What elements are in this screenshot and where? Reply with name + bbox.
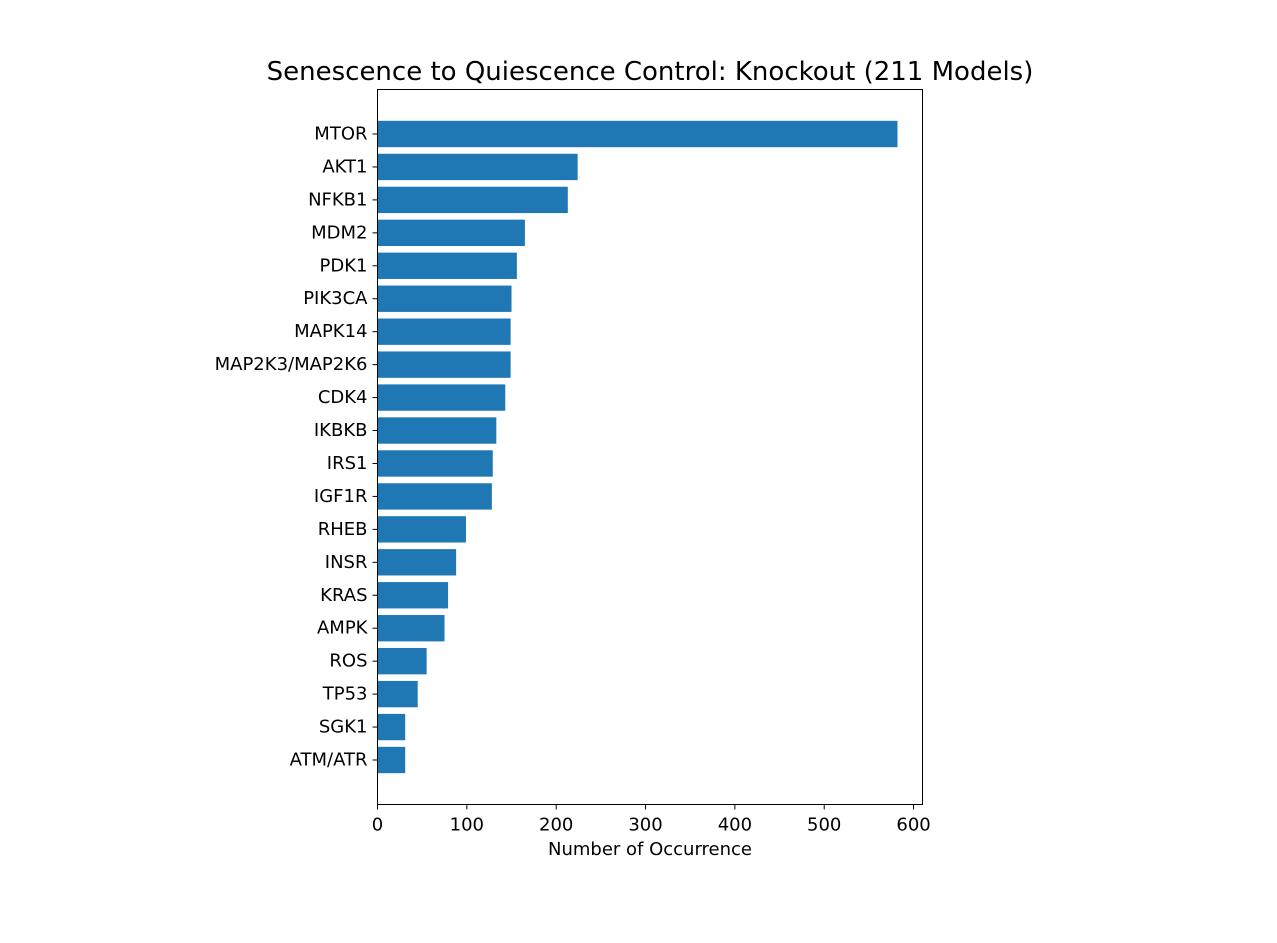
bar-ikbkb <box>377 417 497 444</box>
x-axis: 0 100 200 300 400 500 600 <box>372 804 931 836</box>
bar-tp53 <box>377 680 418 708</box>
y-tick-label: MAPK14 <box>294 321 367 342</box>
bar-mapk14 <box>377 318 511 345</box>
y-tick-label: MDM2 <box>311 222 367 243</box>
bar-mdm2 <box>377 219 525 247</box>
y-tick-label: RHEB <box>318 519 368 540</box>
bar-map2k3-map2k6 <box>377 351 511 378</box>
chart-title: Senescence to Quiescence Control: Knocko… <box>267 57 1034 87</box>
y-tick-label: PDK1 <box>320 255 368 276</box>
plot-frame <box>377 89 923 805</box>
x-tick-label: 0 <box>372 815 383 836</box>
bar-kras <box>377 582 449 609</box>
bars-layer <box>377 120 898 774</box>
x-tick-label: 200 <box>539 815 573 836</box>
y-tick-label: KRAS <box>320 585 367 606</box>
bar-ampk <box>377 615 445 642</box>
x-tick-label: 500 <box>807 815 841 836</box>
y-tick-label: MTOR <box>314 124 367 145</box>
y-tick-label: AMPK <box>317 618 369 639</box>
bar-nfkb1 <box>377 186 568 214</box>
x-axis-label: Number of Occurrence <box>548 839 752 860</box>
y-tick-label: NFKB1 <box>308 189 367 210</box>
y-tick-label: MAP2K3/MAP2K6 <box>215 354 368 375</box>
y-tick-label: SGK1 <box>319 717 368 738</box>
y-axis: MTOR AKT1 NFKB1 MDM2 PDK1 PIK3CA MAPK14 MAP2K3/… <box>215 124 378 771</box>
bar-cdk4 <box>377 384 506 411</box>
y-tick-label: AKT1 <box>322 156 367 177</box>
y-tick-label: ATM/ATR <box>290 750 368 771</box>
bar-irs1 <box>377 450 493 477</box>
bar-mtor <box>377 120 898 148</box>
y-tick-label: IRS1 <box>327 453 368 474</box>
x-tick-label: 300 <box>628 815 662 836</box>
y-tick-label: IKBKB <box>314 420 368 441</box>
bar-rheb <box>377 516 466 543</box>
y-tick-label: INSR <box>325 552 368 573</box>
bar-pik3ca <box>377 285 512 312</box>
bar-insr <box>377 549 457 576</box>
x-tick-label: 400 <box>718 815 752 836</box>
x-tick-label: 100 <box>450 815 484 836</box>
bar-akt1 <box>377 153 578 181</box>
y-tick-label: PIK3CA <box>303 288 368 309</box>
bar-pdk1 <box>377 252 517 279</box>
y-tick-label: TP53 <box>322 684 368 705</box>
bar-ros <box>377 647 427 675</box>
y-tick-label: IGF1R <box>314 486 368 507</box>
bar-igf1r <box>377 483 492 510</box>
x-tick-label: 600 <box>896 815 930 836</box>
bar-atm-atr <box>377 746 406 774</box>
y-tick-label: ROS <box>329 651 367 672</box>
y-tick-label: CDK4 <box>318 387 368 408</box>
bar-sgk1 <box>377 713 406 741</box>
